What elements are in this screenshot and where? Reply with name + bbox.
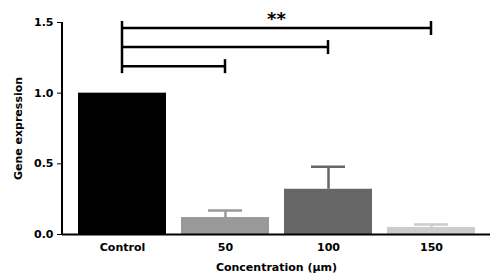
svg-text:Gene expression: Gene expression xyxy=(12,77,25,180)
svg-text:**: ** xyxy=(267,8,286,29)
svg-text:Control: Control xyxy=(100,241,145,254)
svg-text:1.0: 1.0 xyxy=(34,87,54,100)
svg-text:150: 150 xyxy=(420,241,443,254)
svg-text:100: 100 xyxy=(317,241,340,254)
svg-text:0.0: 0.0 xyxy=(34,228,54,241)
svg-text:Concentration (µm): Concentration (µm) xyxy=(216,261,337,274)
svg-text:0.5: 0.5 xyxy=(34,157,54,170)
svg-text:1.5: 1.5 xyxy=(34,16,54,29)
svg-text:50: 50 xyxy=(218,241,234,254)
